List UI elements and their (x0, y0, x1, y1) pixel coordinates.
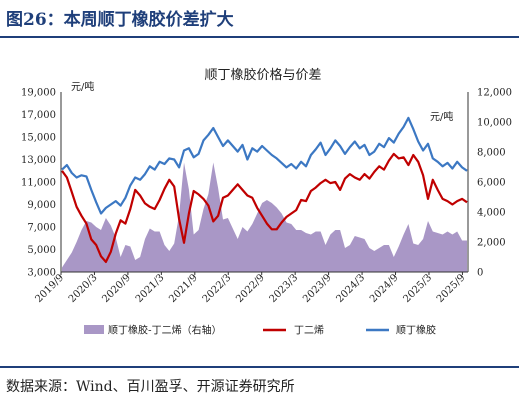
legend-label-butadiene: 丁二烯 (294, 324, 324, 337)
right-tick-label: 12,000 (477, 88, 512, 99)
left-tick-label: 13,000 (21, 155, 56, 166)
x-tick-label: 2022/9 (234, 272, 267, 305)
bottom-rule (0, 366, 519, 368)
left-tick-label: 7,000 (27, 223, 56, 234)
br-rubber-line (61, 116, 468, 215)
x-tick-label: 2020/9 (100, 272, 133, 305)
left-tick-label: 5,000 (27, 245, 56, 256)
right-axis-unit: 元/吨 (430, 110, 453, 123)
x-axis: 2019/9 2020/3 2020/9 2021/3 2021/9 2022/3 2022… (33, 272, 468, 305)
x-tick-label: 2024/3 (335, 272, 368, 305)
legend-label-br: 顺丁橡胶 (396, 324, 436, 337)
axes-frame (60, 92, 469, 273)
line-series (61, 116, 468, 263)
x-tick-label: 2020/3 (67, 272, 100, 305)
left-axis: 19,000 17,000 15,000 13,000 11,000 9,000 7,000… (21, 88, 56, 279)
left-tick-label: 11,000 (21, 178, 56, 189)
chart-title: 顺丁橡胶价格与价差 (204, 67, 321, 83)
x-tick-label: 2023/3 (268, 272, 301, 305)
left-tick-label: 17,000 (21, 110, 56, 121)
legend-swatch-spread (84, 325, 104, 334)
x-tick-label: 2022/3 (201, 272, 234, 305)
x-tick-label: 2024/9 (368, 272, 401, 305)
left-axis-unit: 元/吨 (71, 80, 94, 93)
right-tick-label: 8,000 (477, 148, 506, 159)
left-tick-label: 9,000 (27, 200, 56, 211)
right-tick-label: 0 (477, 268, 483, 279)
price-spread-chart: 顺丁橡胶价格与价差 元/吨 元/吨 19,000 17,000 15,000 13,0… (21, 67, 512, 337)
figure-title: 图26：本周顺丁橡胶价差扩大 (6, 10, 234, 30)
left-tick-label: 19,000 (21, 88, 56, 99)
data-source: 数据来源：Wind、百川盈孚、开源证券研究所 (6, 379, 295, 395)
x-tick-label: 2021/9 (167, 272, 200, 305)
right-tick-label: 6,000 (477, 178, 506, 189)
top-rule (0, 36, 519, 38)
legend: 顺丁橡胶-丁二烯（右轴） 丁二烯 顺丁橡胶 (84, 324, 436, 337)
legend-label-spread: 顺丁橡胶-丁二烯（右轴） (108, 324, 222, 337)
spread-area-series (62, 162, 467, 272)
left-tick-label: 3,000 (27, 268, 56, 279)
x-tick-label: 2023/9 (301, 272, 334, 305)
right-tick-label: 2,000 (477, 238, 506, 249)
right-tick-label: 10,000 (477, 118, 512, 129)
x-tick-label: 2021/3 (134, 272, 167, 305)
x-tick-label: 2025/9 (435, 272, 468, 305)
spread-area (62, 162, 467, 272)
left-tick-label: 15,000 (21, 133, 56, 144)
x-tick-label: 2025/3 (401, 272, 434, 305)
butadiene-line (61, 152, 468, 263)
right-tick-label: 4,000 (477, 208, 506, 219)
right-axis: 12,000 10,000 8,000 6,000 4,000 2,000 0 (477, 88, 512, 279)
